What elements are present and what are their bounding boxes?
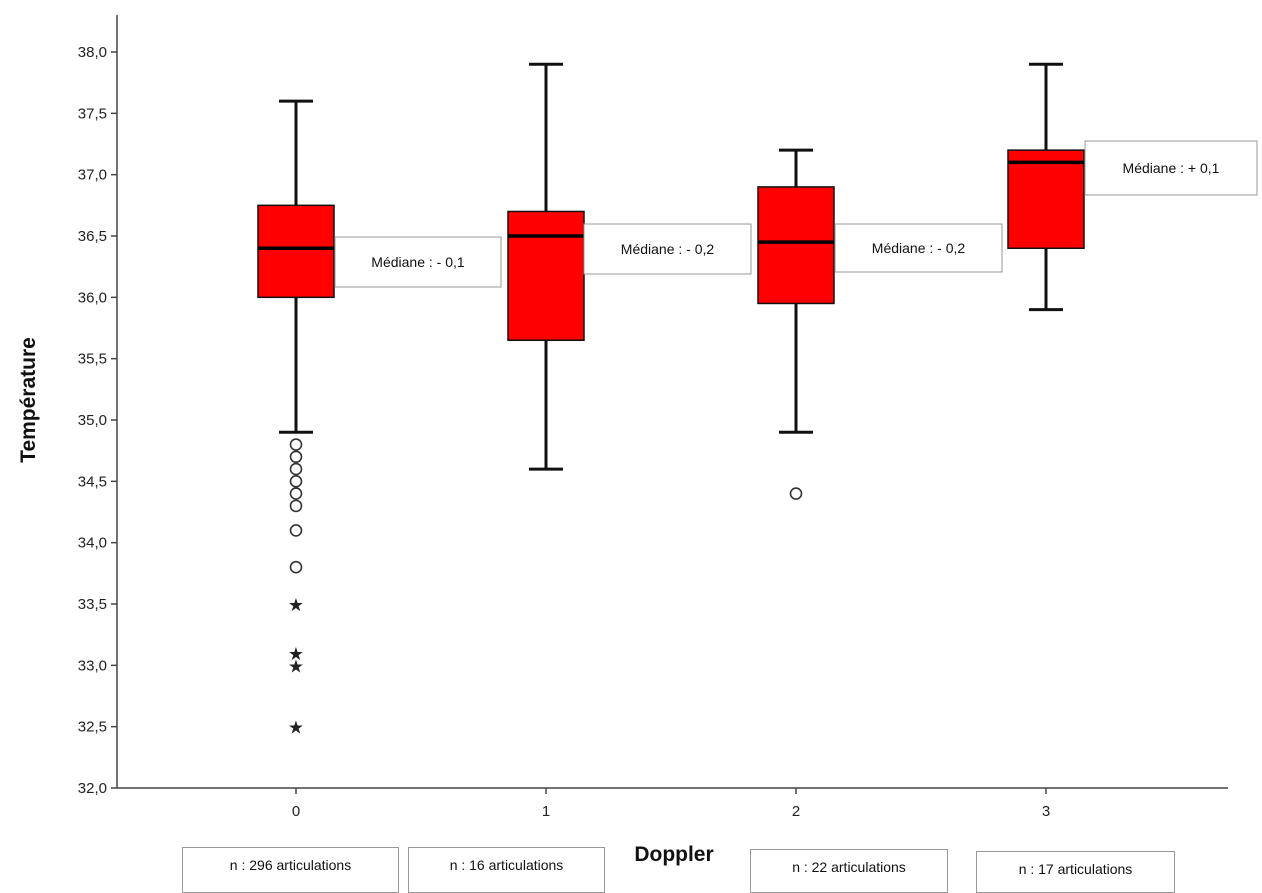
outlier-point xyxy=(289,524,303,537)
count-note-3: n : 17 articulations xyxy=(976,851,1175,893)
y-tick-label: 34,0 xyxy=(78,535,107,552)
x-tick-label: 1 xyxy=(542,803,550,820)
y-tick-label: 35,5 xyxy=(78,351,107,368)
x-tick-label: 3 xyxy=(1042,803,1050,820)
extreme-point: ★ xyxy=(288,656,304,677)
median-note-box xyxy=(1084,140,1258,196)
boxes-layer: ★★★★ xyxy=(257,62,1085,739)
outlier-point xyxy=(289,475,303,488)
y-tick-label: 32,0 xyxy=(78,780,107,797)
x-tick-label: 0 xyxy=(292,803,300,820)
outlier-point xyxy=(289,462,303,476)
median-notes-layer: Médiane : - 0,1 Médiane : - 0,2 Médiane : … xyxy=(334,140,1258,288)
y-tick-label: 35,0 xyxy=(78,412,107,429)
outlier-point xyxy=(289,450,303,464)
y-tick-label: 33,5 xyxy=(78,596,107,613)
y-axis-title: Température xyxy=(17,337,40,463)
count-note-0: n : 296 articulations xyxy=(182,847,399,893)
median-note-text: Médiane : - 0,1 xyxy=(371,254,465,270)
median-note-box xyxy=(334,236,502,288)
box-iqr xyxy=(257,204,335,299)
outlier-point xyxy=(289,560,303,574)
x-tick-label: 2 xyxy=(792,803,800,820)
outlier-point xyxy=(289,438,303,451)
extreme-point: ★ xyxy=(288,644,304,665)
y-tick-label: 38,0 xyxy=(78,44,107,61)
median-note-text: Médiane : + 0,1 xyxy=(1123,160,1220,176)
extreme-point: ★ xyxy=(288,718,304,739)
median-note-text: Médiane : - 0,2 xyxy=(621,241,715,257)
y-tick-label: 37,5 xyxy=(78,105,107,122)
median-note-box xyxy=(834,223,1003,273)
count-note-2: n : 22 articulations xyxy=(750,849,948,893)
box-iqr xyxy=(1007,149,1085,250)
y-tick-label: 32,5 xyxy=(78,719,107,736)
axes-layer: 32,0 32,5 33,0 33,5 34,0 34,5 35,0 35,5 36,0 36,5… xyxy=(78,15,1228,820)
outlier-point xyxy=(789,487,803,500)
y-tick-label: 36,0 xyxy=(78,289,107,306)
median-note-box xyxy=(583,223,752,275)
x-axis-title: Doppler xyxy=(634,843,713,866)
box-iqr xyxy=(507,210,585,342)
box-iqr xyxy=(757,186,835,305)
outlier-point xyxy=(289,487,303,500)
outlier-point xyxy=(289,499,303,513)
median-note-text: Médiane : - 0,2 xyxy=(872,240,966,256)
count-note-1: n : 16 articulations xyxy=(408,847,605,893)
extreme-point: ★ xyxy=(288,595,304,616)
y-tick-label: 33,0 xyxy=(78,657,107,674)
y-tick-label: 34,5 xyxy=(78,473,107,490)
y-tick-label: 36,5 xyxy=(78,228,107,245)
y-tick-label: 37,0 xyxy=(78,167,107,184)
